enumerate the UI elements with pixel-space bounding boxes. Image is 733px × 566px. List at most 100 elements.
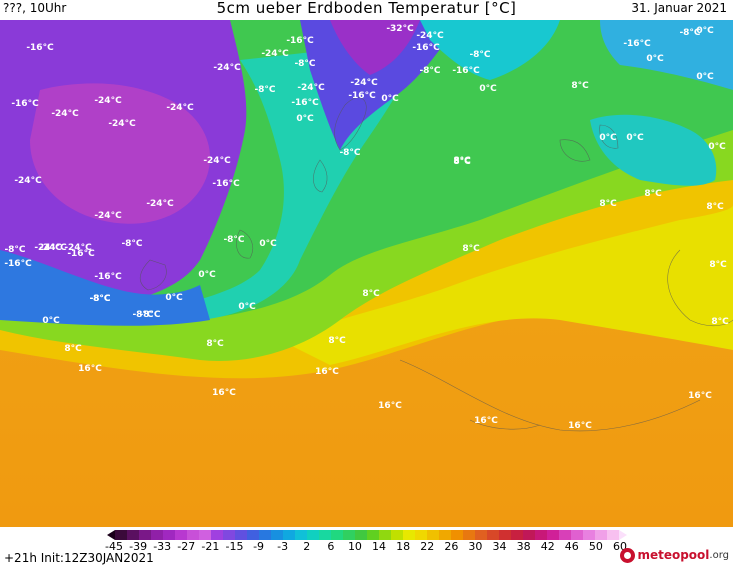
temperature-label: -24°C bbox=[416, 31, 444, 41]
temperature-label: -24°C bbox=[64, 243, 92, 253]
scale-tick-label: 50 bbox=[588, 540, 603, 553]
temperature-label: -24°C bbox=[94, 96, 122, 106]
scale-swatch bbox=[343, 530, 356, 540]
temperature-label: 0°C bbox=[42, 316, 60, 326]
scale-swatch bbox=[475, 530, 488, 540]
temperature-label: -24°C bbox=[350, 78, 378, 88]
temperature-label: 16°C bbox=[688, 391, 712, 401]
meteopool-logo[interactable]: meteopool .org bbox=[620, 546, 729, 564]
temperature-label: -8°C bbox=[679, 28, 700, 38]
temperature-label: -8°C bbox=[89, 294, 110, 304]
scale-tick-label: -21 bbox=[201, 540, 220, 553]
temperature-label: 0°C bbox=[696, 72, 714, 82]
temperature-label: 16°C bbox=[378, 401, 402, 411]
scale-tick-label: 30 bbox=[468, 540, 483, 553]
temperature-label: 16°C bbox=[474, 416, 498, 426]
temperature-label: -24°C bbox=[51, 109, 79, 119]
greenland-cold bbox=[300, 20, 460, 150]
logo-text: meteopool bbox=[637, 548, 710, 562]
scale-swatch bbox=[391, 530, 404, 540]
scale-tick-label: -9 bbox=[253, 540, 265, 553]
temperature-map[interactable]: -16°C -16°C -24°C -24°C -24°C -24°C -24°C -16°C… bbox=[0, 20, 733, 527]
scale-tick-label: 22 bbox=[420, 540, 435, 553]
scale-swatch bbox=[499, 530, 512, 540]
footer-bar: -45 -39 -33 -27 -21 -15 -9 -3 2 6 10 14 18 22 26 30 34 38… bbox=[0, 527, 733, 566]
forecast-date: 31. Januar 2021 bbox=[631, 1, 727, 15]
temperature-label: 16°C bbox=[78, 364, 102, 374]
scale-tick-label: 42 bbox=[540, 540, 555, 553]
temperature-label: -24°C bbox=[14, 176, 42, 186]
scale-swatch bbox=[439, 530, 452, 540]
scale-left-arrow bbox=[107, 530, 115, 540]
temperature-label: -8°C bbox=[339, 148, 360, 158]
scale-right-arrow bbox=[619, 530, 627, 540]
forecast-valid-label: ???, 10Uhr bbox=[3, 1, 67, 15]
scale-swatch bbox=[535, 530, 548, 540]
temperature-label: 8°C bbox=[453, 156, 471, 166]
temperature-label: 0°C bbox=[238, 302, 256, 312]
temperature-label: 0°C bbox=[626, 133, 644, 143]
scale-swatch bbox=[271, 530, 284, 540]
greenland-peak bbox=[330, 20, 420, 75]
scale-tick-label: 26 bbox=[444, 540, 459, 553]
temperature-label: 8°C bbox=[709, 260, 727, 270]
temperature-label: -16°C bbox=[286, 36, 314, 46]
temperature-label: -32°C bbox=[386, 24, 414, 34]
temperature-label: -24°C bbox=[39, 243, 67, 253]
scale-tick-label: 18 bbox=[396, 540, 411, 553]
scale-swatch bbox=[319, 530, 332, 540]
scale-swatch bbox=[295, 530, 308, 540]
temperature-label: -16°C bbox=[212, 179, 240, 189]
temperature-label: 8°C bbox=[453, 157, 471, 167]
scale-swatch bbox=[595, 530, 608, 540]
temperature-label: -24°C bbox=[297, 83, 325, 93]
scale-tick-label: 2 bbox=[303, 540, 311, 553]
scale-swatch bbox=[367, 530, 380, 540]
temperature-label: 16°C bbox=[568, 421, 592, 431]
scale-swatch bbox=[607, 530, 620, 540]
scale-swatch bbox=[583, 530, 596, 540]
temperature-label: -16°C bbox=[348, 91, 376, 101]
model-run-label: +21h Init:12Z30JAN2021 bbox=[4, 551, 154, 565]
temperature-label: 0°C bbox=[599, 133, 617, 143]
coldest-core bbox=[30, 83, 210, 224]
scale-tick-label: -45 bbox=[105, 540, 123, 553]
scale-swatch bbox=[211, 530, 224, 540]
temperature-label: 16°C bbox=[315, 367, 339, 377]
scale-swatch bbox=[115, 530, 128, 540]
scale-swatch bbox=[187, 530, 200, 540]
temperature-label: 0°C bbox=[296, 114, 314, 124]
bright-yellow-band bbox=[280, 205, 733, 365]
scale-swatch bbox=[259, 530, 272, 540]
temperature-label: 8°C bbox=[706, 202, 724, 212]
color-scale-ticks: -45 -39 -33 -27 -21 -15 -9 -3 2 6 10 14 18 22 26 30 34 38… bbox=[105, 540, 630, 553]
scale-swatch bbox=[523, 530, 536, 540]
scale-swatch bbox=[511, 530, 524, 540]
temperature-label: 0°C bbox=[165, 293, 183, 303]
scale-swatch bbox=[331, 530, 344, 540]
logo-suffix: .org bbox=[709, 549, 729, 561]
temperature-label: 8°C bbox=[571, 81, 589, 91]
coastlines bbox=[139, 97, 733, 432]
scale-tick-label: 34 bbox=[492, 540, 507, 553]
scale-tick-label: -33 bbox=[153, 540, 172, 553]
temperature-label: -8°C bbox=[223, 235, 244, 245]
temperature-label: 0°C bbox=[198, 270, 216, 280]
temperature-label: -16°C bbox=[94, 272, 122, 282]
temperature-label: -8°C bbox=[132, 310, 153, 320]
scale-swatch bbox=[307, 530, 320, 540]
scale-tick-label: -3 bbox=[277, 540, 289, 553]
temperature-label: -16°C bbox=[26, 43, 54, 53]
scale-swatch bbox=[355, 530, 368, 540]
temperature-label: 0°C bbox=[259, 239, 277, 249]
temperature-label: -16°C bbox=[4, 259, 32, 269]
scale-tick-label: 46 bbox=[564, 540, 579, 553]
temperature-label: -8°C bbox=[121, 239, 142, 249]
temperature-label: 0°C bbox=[696, 26, 714, 36]
map-title: 5cm ueber Erdboden Temperatur [°C] bbox=[216, 0, 517, 17]
temperature-label: 16°C bbox=[212, 388, 236, 398]
blue-coast bbox=[0, 250, 210, 326]
temperature-label: -16°C bbox=[11, 99, 39, 109]
temperature-label: 0°C bbox=[479, 84, 497, 94]
temperature-label: -24°C bbox=[34, 243, 62, 253]
